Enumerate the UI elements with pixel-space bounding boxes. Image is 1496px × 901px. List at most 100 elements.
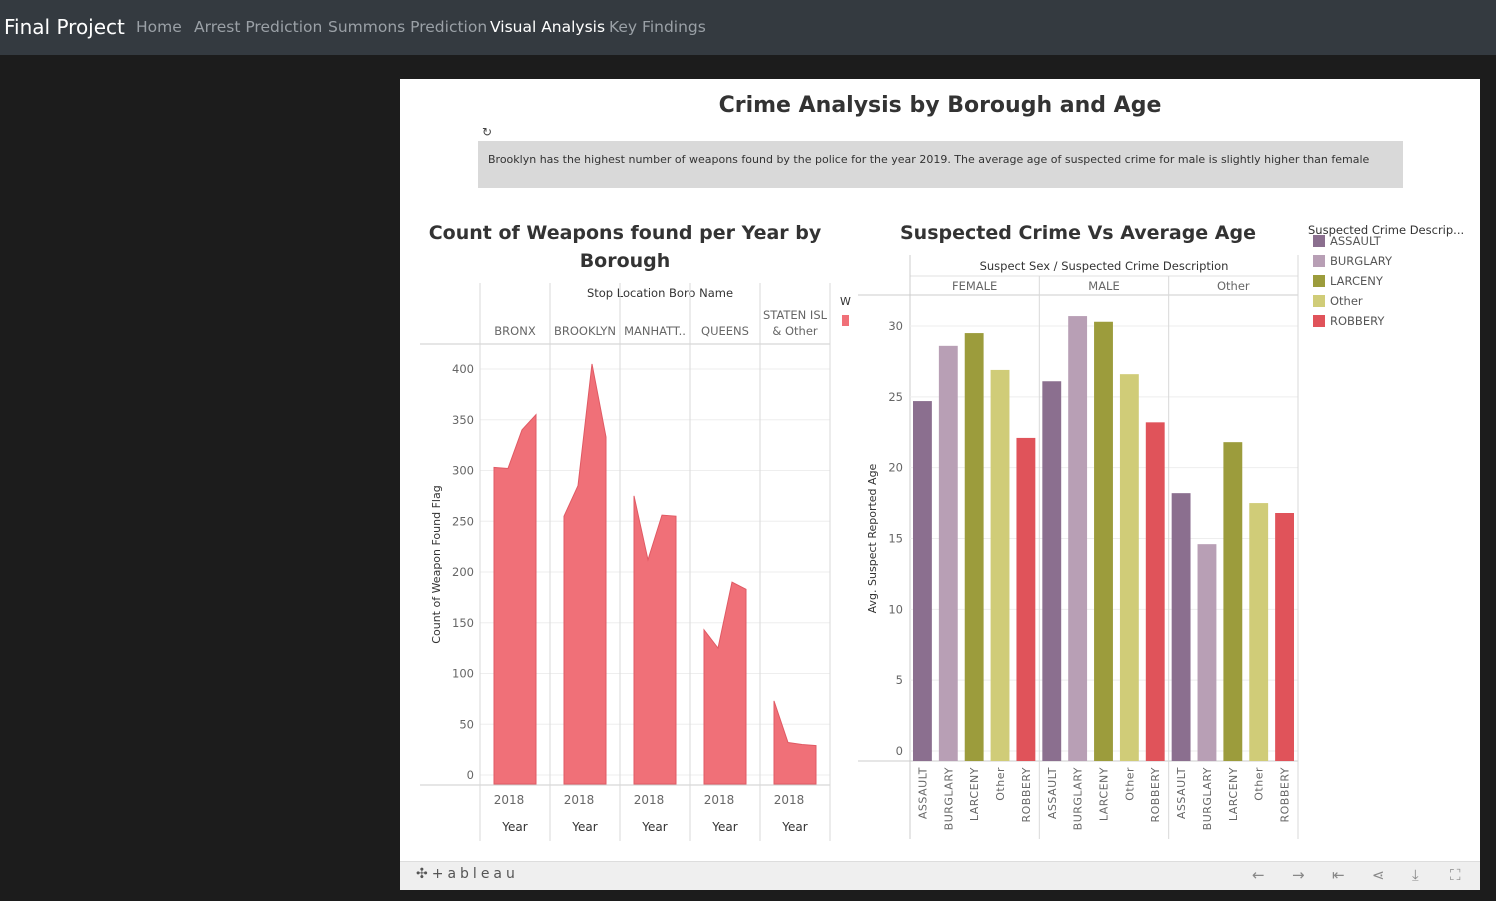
area-y-tick-label: 250	[452, 514, 474, 528]
area-column-header: Stop Location Boro Name	[587, 286, 733, 300]
bar-y-tick-label: 0	[896, 744, 903, 758]
undo-icon[interactable]: ←	[1252, 866, 1265, 884]
bar-male-burglary	[1068, 316, 1088, 761]
bar-x-tick-label: BURGLARY	[1201, 767, 1214, 830]
bar-other-larceny	[1223, 442, 1243, 761]
bar-x-tick-label: ASSAULT	[1175, 767, 1188, 819]
bar-female-assault	[913, 401, 932, 761]
area-y-tick-label: 150	[452, 616, 474, 630]
redo-icon[interactable]: →	[1292, 866, 1305, 884]
summary-text: Brooklyn has the highest number of weapo…	[488, 153, 1370, 166]
legend-label-robbery: ROBBERY	[1330, 314, 1385, 328]
area-panel-label: BRONX	[494, 324, 536, 338]
brand-link[interactable]: Final Project	[4, 15, 125, 39]
area-chart-title-line2: Borough	[580, 250, 671, 272]
legend-swatch-burglary	[1313, 255, 1325, 267]
bar-x-tick-label: BURGLARY	[942, 767, 955, 830]
area-x-tick-label: 2018	[704, 793, 735, 807]
area-y-tick-label: 350	[452, 413, 474, 427]
bar-x-tick-label: ROBBERY	[1020, 767, 1033, 823]
legend-swatch-other	[1313, 295, 1325, 307]
area-chart-title-line1: Count of Weapons found per Year by	[429, 222, 822, 244]
bar-male-larceny	[1094, 321, 1113, 761]
area-panel-label-line2: & Other	[772, 324, 818, 338]
area-y-tick-label: 400	[452, 362, 474, 376]
area-panel-label: QUEENS	[701, 324, 749, 338]
bar-female-robbery	[1016, 437, 1036, 761]
area-panel-label: MANHATT..	[624, 324, 686, 338]
area-legend-fragment: W	[840, 295, 851, 308]
area-series-manhatt-	[633, 495, 677, 785]
area-y-tick-label: 100	[452, 667, 474, 681]
area-x-tick-label: 2018	[564, 793, 595, 807]
tableau-toolbar: ✣+ableau ← → ⇤ ⋖ ⤓ ⛶	[400, 861, 1480, 890]
charts-canvas: Count of Weapons found per Year by Boroug…	[420, 222, 1464, 841]
nav-link-home[interactable]: Home	[136, 18, 182, 36]
area-y-tick-label: 50	[459, 717, 474, 731]
area-series-staten-isl-other	[773, 700, 817, 785]
revert-icon[interactable]: ⇤	[1332, 866, 1345, 884]
nav-link-key-findings[interactable]: Key Findings	[609, 18, 706, 36]
area-y-tick-label: 200	[452, 565, 474, 579]
navbar: Final Project Home Arrest Prediction Sum…	[0, 0, 1496, 55]
area-x-tick-label: 2018	[494, 793, 525, 807]
bar-x-tick-label: ASSAULT	[916, 767, 929, 819]
area-x-axis-label: Year	[781, 820, 807, 834]
bar-female-burglary	[938, 345, 958, 761]
bar-y-tick-label: 25	[888, 390, 903, 404]
bar-x-tick-label: ROBBERY	[1149, 767, 1162, 823]
area-x-axis-label: Year	[571, 820, 597, 834]
bar-x-tick-label: Other	[1253, 767, 1266, 801]
area-series-bronx	[493, 413, 537, 785]
bar-female-other	[990, 369, 1010, 761]
bar-y-tick-label: 30	[888, 319, 903, 333]
bar-y-tick-label: 5	[896, 673, 903, 687]
summary-note: Brooklyn has the highest number of weapo…	[478, 141, 1403, 188]
legend-label-larceny: LARCENY	[1330, 274, 1384, 288]
bar-x-tick-label: ASSAULT	[1046, 767, 1059, 819]
bar-y-tick-label: 10	[888, 602, 903, 616]
refresh-icon[interactable]: ↻	[482, 125, 493, 139]
legend-swatch-larceny	[1313, 275, 1325, 287]
bar-group-label: FEMALE	[952, 279, 997, 293]
fullscreen-icon[interactable]: ⛶	[1450, 866, 1461, 884]
nav-link-arrest-prediction[interactable]: Arrest Prediction	[194, 18, 323, 36]
bar-x-tick-label: Other	[994, 767, 1007, 801]
bar-group-label: Other	[1217, 279, 1250, 293]
download-icon[interactable]: ⤓	[1412, 866, 1419, 884]
legend-label-other: Other	[1330, 294, 1363, 308]
area-y-axis-label: Count of Weapon Found Flag	[430, 485, 443, 643]
area-x-axis-label: Year	[641, 820, 667, 834]
area-legend-swatch	[842, 315, 849, 326]
bar-x-tick-label: BURGLARY	[1072, 767, 1085, 830]
bar-group-label: MALE	[1088, 279, 1119, 293]
legend-label-burglary: BURGLARY	[1330, 254, 1393, 268]
area-panel-label: BROOKLYN	[554, 324, 616, 338]
area-series-brooklyn	[563, 363, 607, 785]
bar-x-tick-label: LARCENY	[1227, 767, 1240, 821]
bar-other-other	[1249, 503, 1269, 761]
bar-male-assault	[1042, 381, 1062, 761]
area-x-tick-label: 2018	[774, 793, 805, 807]
bar-y-axis-label: Avg. Suspect Reported Age	[866, 463, 879, 613]
legend-title: Suspected Crime Descrip...	[1308, 223, 1464, 237]
bar-y-tick-label: 15	[888, 532, 903, 546]
bar-y-tick-label: 20	[888, 461, 903, 475]
tableau-logo[interactable]: ✣+ableau	[416, 866, 519, 882]
area-y-tick-label: 300	[452, 464, 474, 478]
bar-other-assault	[1171, 493, 1191, 761]
tableau-logo-text: +ableau	[431, 866, 519, 882]
dashboard-title: Crime Analysis by Borough and Age	[718, 93, 1162, 118]
bar-other-robbery	[1275, 513, 1294, 761]
area-x-axis-label: Year	[711, 820, 737, 834]
bar-x-tick-label: LARCENY	[968, 767, 981, 821]
share-icon[interactable]: ⋖	[1372, 866, 1385, 884]
legend-label-assault: ASSAULT	[1330, 234, 1382, 248]
area-panel-label-line1: STATEN ISL	[763, 308, 828, 322]
nav-link-summons-prediction[interactable]: Summons Prediction	[328, 18, 488, 36]
nav-link-visual-analysis[interactable]: Visual Analysis	[490, 18, 606, 36]
bar-x-tick-label: LARCENY	[1098, 767, 1111, 821]
legend-swatch-assault	[1313, 235, 1325, 247]
bar-male-robbery	[1145, 422, 1165, 761]
bar-column-header: Suspect Sex / Suspected Crime Descriptio…	[980, 259, 1229, 273]
